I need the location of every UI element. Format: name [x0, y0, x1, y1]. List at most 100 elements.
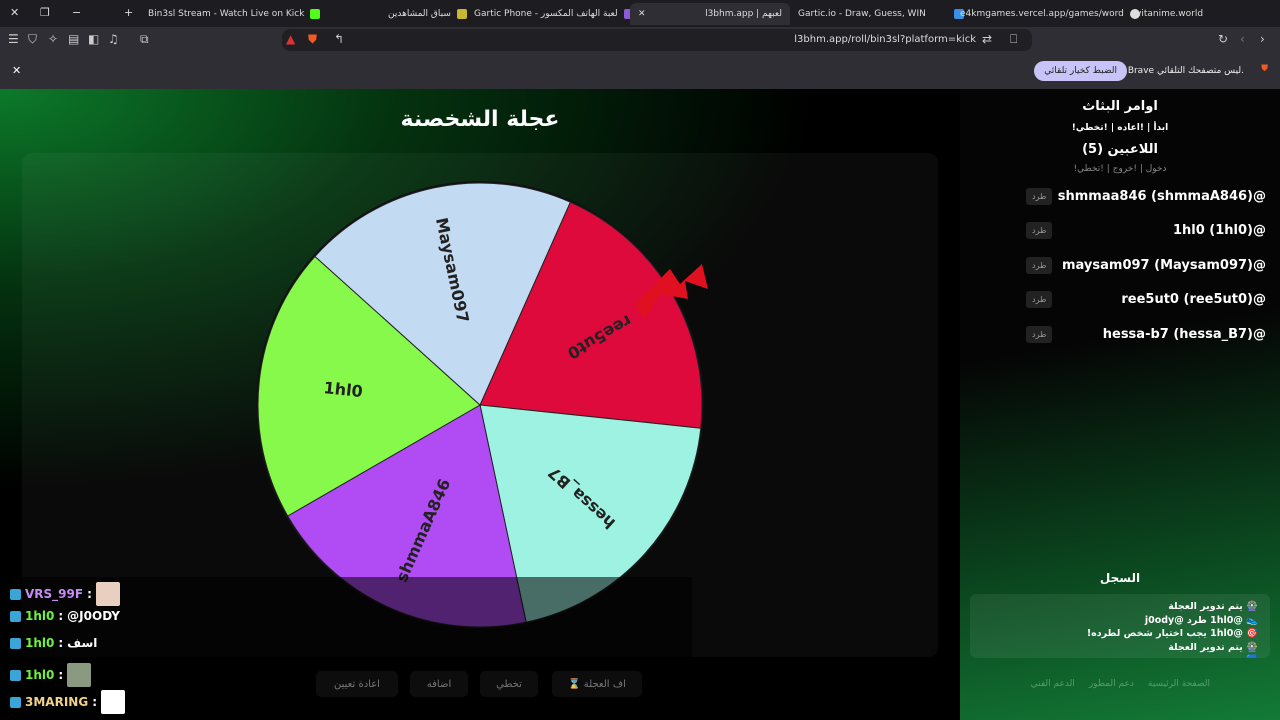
moderator-badge-icon: [10, 669, 21, 681]
tab-title: e4kmgames.vercel.app/games/word: [960, 9, 1124, 19]
shield-icon[interactable]: ⛉: [28, 32, 38, 46]
commands: !ابدأ | !اعاده | !تخطي: [1071, 123, 1169, 133]
sidebar-icon[interactable]: ◧: [88, 32, 100, 46]
tab-e4km[interactable]: e4kmgames.vercel.app/games/word: [952, 3, 1148, 25]
tabs-icon[interactable]: ▤: [68, 32, 80, 46]
kick-button[interactable]: طرد: [1026, 222, 1053, 239]
log-box: 🎡 يتم تدوير العجلة 👟 @1hl0 طرد @j0ody 🎯 @1…: [970, 594, 1270, 658]
favicon-icon: [1129, 9, 1140, 19]
tab-title: Gartic.io - Draw, Guess, WIN: [798, 9, 926, 19]
toolbar: ☰ ⛉ ✧ ▤ ◧ ♫ ⧉ l3bhm.app/roll/bin3sl?plat…: [0, 27, 1280, 53]
kick-button[interactable]: طرد: [1026, 256, 1053, 274]
chat-username[interactable]: VRS_99F: [25, 587, 84, 601]
address-bar[interactable]: l3bhm.app/roll/bin3sl?platform=kick: [282, 29, 1032, 51]
close-tab-icon[interactable]: ✕: [638, 9, 646, 19]
tab-gartic-phone[interactable]: Gartic Phone - لعبة الهاتف المكسور: [466, 3, 642, 25]
close-notice-icon[interactable]: ✕: [12, 64, 22, 77]
wheel-slice-label: 1hl0: [323, 378, 364, 401]
brave-icon: ⛊: [1261, 64, 1268, 74]
log-title: السجل: [1099, 571, 1141, 585]
forward-icon[interactable]: ›: [1260, 32, 1265, 46]
tab-title: Gartic Phone - لعبة الهاتف المكسور: [474, 9, 618, 19]
search-tab-icon[interactable]: ⧉: [140, 32, 149, 46]
log-entry: 🎯 @1hl0 يجب اختيار شخص لطرده!: [1086, 628, 1258, 639]
commands-title: اوامر البثاث: [1082, 99, 1158, 114]
back-icon[interactable]: ‹: [1240, 32, 1245, 46]
brave-shield-icon[interactable]: ⛊: [308, 32, 318, 46]
log-entry: 👟 @1hl0 طرد @j0ody: [1144, 614, 1258, 626]
chat-username[interactable]: 1hl0: [25, 636, 55, 650]
tab-title: Bin3sl Stream - Watch Live on Kick: [148, 9, 305, 19]
stop-wheel-button[interactable]: ⌛ اف العجلة: [552, 671, 642, 697]
kick-icon: [310, 9, 321, 19]
tab-bar: ✕ ❐ − + Bin3sl Stream - Watch Live on Ki…: [0, 0, 1280, 27]
moderator-badge-icon: [10, 637, 21, 649]
restore-window-icon[interactable]: ❐: [40, 6, 50, 19]
site-settings-icon[interactable]: ⇄: [982, 32, 993, 46]
tab-kick[interactable]: Bin3sl Stream - Watch Live on Kick: [140, 3, 328, 25]
ai-icon[interactable]: ✧: [48, 32, 59, 46]
brave-rewards-icon[interactable]: ▲: [286, 32, 296, 46]
moderator-badge-icon: [10, 610, 21, 622]
set-default-button[interactable]: الضبط كخيار تلقائي: [1034, 61, 1127, 81]
chat-username[interactable]: 1hl0: [25, 668, 55, 682]
share-icon[interactable]: ↰: [334, 32, 345, 46]
players-title: اللاعبين (5): [1082, 142, 1158, 157]
reload-icon[interactable]: ↻: [1218, 32, 1229, 46]
minimize-window-icon[interactable]: −: [72, 6, 82, 19]
page: عجلة الشخصنة ree5ut0 hessa_B7 shmmaA846 1hl…: [0, 89, 1280, 720]
menu-icon[interactable]: ☰: [8, 32, 19, 46]
player-row: طرد 1hl0 (1hl0)@: [1026, 219, 1266, 243]
tab-title: سباق المشاهدين: [388, 9, 451, 19]
skip-button[interactable]: تخطي: [480, 671, 538, 697]
emote-icon: [101, 690, 125, 714]
pointer-arrow-icon: [635, 264, 708, 319]
close-window-icon[interactable]: ✕: [10, 6, 20, 19]
favicon-icon: [456, 9, 467, 19]
tab-title: l3bhm.app | لعبهم: [705, 9, 782, 19]
player-row: طرد shmmaa846 (shmmaA846)@: [1026, 184, 1266, 208]
footer-link[interactable]: الدعم الفني: [1030, 679, 1075, 689]
bookmark-icon[interactable]: ⎕: [1010, 32, 1018, 46]
tab-witanime[interactable]: witanime.world: [1126, 3, 1211, 25]
player-name: hessa-b7 (hessa_B7)@: [1102, 326, 1266, 342]
footer-link[interactable]: الصفحة الرئيسية: [1147, 679, 1210, 689]
kick-button[interactable]: طرد: [1026, 325, 1053, 343]
chat-username[interactable]: 3MARING: [25, 695, 89, 709]
log-entry: 🟦 ...: [982, 654, 1258, 658]
emote-icon: [95, 582, 120, 606]
kick-button[interactable]: طرد: [1026, 291, 1053, 308]
url-text: l3bhm.app/roll/bin3sl?platform=kick: [794, 34, 976, 45]
player-row: طرد maysam097 (Maysam097)@: [1026, 253, 1266, 277]
music-icon[interactable]: ♫: [108, 32, 119, 46]
tab-l3bhm[interactable]: ✕ l3bhm.app | لعبهم: [630, 3, 790, 25]
player-name: maysam097 (Maysam097)@: [1062, 257, 1266, 273]
add-button[interactable]: اضافه: [410, 671, 468, 697]
player-name: 1hl0 (1hl0)@: [1172, 223, 1266, 238]
sidebar-background: [960, 89, 1280, 720]
log-entry: 🎡 يتم تدوير العجلة: [1168, 601, 1258, 612]
default-browser-notice: ✕ الضبط كخيار تلقائي Brave ليس متصفحك ال…: [0, 53, 1280, 89]
player-commands: !دخول | !خروج | !تخطي: [1073, 164, 1167, 174]
chat-text: اسف: [67, 636, 98, 650]
emote-icon: [67, 663, 92, 687]
page-title: عجلة الشخصنة: [400, 107, 560, 132]
player-name: shmmaa846 (shmmaA846)@: [1057, 188, 1266, 204]
chat-message: 1hl0: اسف: [10, 636, 97, 650]
footer-link[interactable]: دعم المطور: [1088, 679, 1134, 689]
kick-button[interactable]: طرد: [1026, 187, 1053, 205]
wheel-slice: [257, 255, 481, 517]
moderator-badge-icon: [10, 588, 21, 600]
wheel-slice: [314, 182, 571, 406]
tab-gartic-io[interactable]: Gartic.io - Draw, Guess, WIN: [790, 3, 972, 25]
notice-message: Brave ليس متصفحك التلقائي.: [1127, 66, 1244, 76]
chat-username[interactable]: 1hl0: [25, 609, 55, 623]
phone-icon: [623, 9, 634, 19]
new-tab-icon[interactable]: +: [124, 6, 134, 19]
favicon-icon: [953, 9, 964, 19]
reset-button[interactable]: اعادة تعيين: [316, 671, 398, 697]
tab-viewers-race[interactable]: سباق المشاهدين: [380, 3, 475, 25]
footer-links: الصفحة الرئيسية دعم المطور الدعم الفني: [1030, 679, 1210, 689]
log-entry: 🎡 يتم تدوير العجلة: [1168, 641, 1258, 653]
